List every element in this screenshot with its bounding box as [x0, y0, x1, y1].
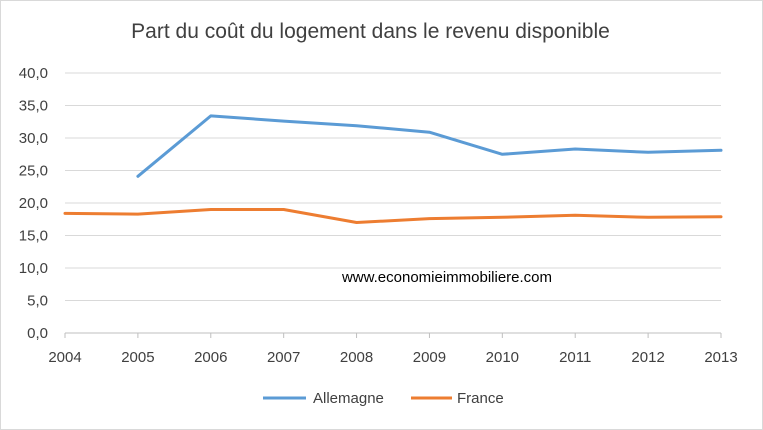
series-lines: [63, 114, 723, 224]
x-tick-label: 2010: [486, 349, 519, 366]
y-tick-label: 5,0: [27, 293, 48, 310]
y-tick-label: 30,0: [19, 130, 48, 147]
chart-title: Part du coût du logement dans le revenu …: [131, 20, 610, 43]
legend-label-allemagne: Allemagne: [313, 390, 384, 407]
x-tick-label: 2005: [121, 349, 154, 366]
x-tick-label: 2007: [267, 349, 300, 366]
y-tick-label: 35,0: [19, 98, 48, 115]
x-tick-label: 2011: [559, 349, 591, 366]
x-tick-label: 2004: [48, 349, 81, 366]
x-tick-label: 2013: [704, 349, 737, 366]
x-tick-label: 2009: [413, 349, 446, 366]
y-tick-label: 10,0: [19, 260, 48, 277]
y-axis-ticks: 0,0 5,0 10,0 15,0 20,0 25,0 30,0 35,0 40,0: [19, 65, 48, 342]
series-line-france: [63, 208, 723, 224]
legend-label-france: France: [457, 390, 504, 407]
x-tick-label: 2006: [194, 349, 227, 366]
series-line-allemagne: [136, 114, 723, 178]
y-tick-label: 40,0: [19, 65, 48, 82]
y-tick-label: 25,0: [19, 163, 48, 180]
watermark-annotation: www.economieimmobiliere.com: [341, 269, 552, 286]
y-tick-label: 15,0: [19, 228, 48, 245]
y-tick-label: 20,0: [19, 195, 48, 212]
x-axis: 2004 2005 2006 2007 2008 2009 2010 2011 2012 2013: [48, 332, 738, 366]
y-tick-label: 0,0: [27, 325, 48, 342]
x-tick-label: 2012: [631, 349, 664, 366]
x-tick-label: 2008: [340, 349, 373, 366]
legend: Allemagne France: [263, 390, 504, 407]
gridlines: [65, 72, 721, 301]
